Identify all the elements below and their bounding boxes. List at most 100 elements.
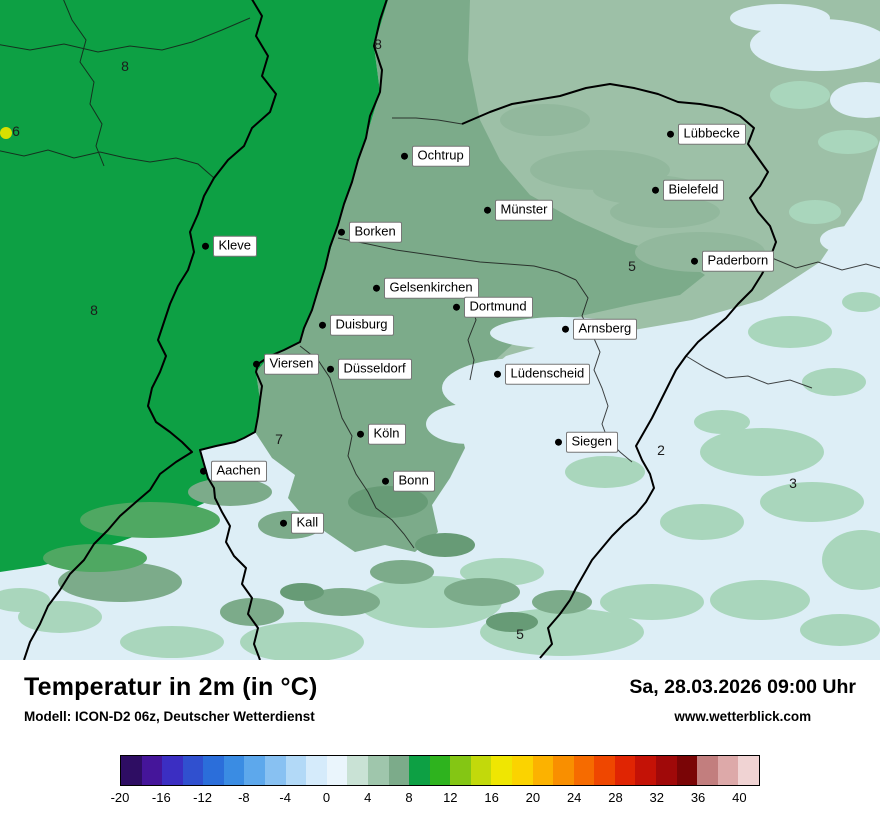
- city-label: Ochtrup: [411, 145, 470, 167]
- scale-tick-label: 0: [322, 790, 331, 805]
- city-dot-icon: [252, 360, 260, 368]
- model-info: Modell: ICON-D2 06z, Deutscher Wetterdie…: [24, 709, 315, 724]
- city-marker: Ochtrup: [400, 145, 470, 167]
- scale-color-segment: [409, 756, 430, 785]
- scale-color-segment: [594, 756, 615, 785]
- city-label: Kleve: [212, 235, 258, 257]
- city-label: Bielefeld: [662, 179, 725, 201]
- scale-tick-label: -8: [238, 790, 250, 805]
- scale-tick-label: -12: [193, 790, 212, 805]
- map-temperature-value: 6: [12, 123, 20, 139]
- city-marker: Viersen: [252, 353, 320, 375]
- city-dot-icon: [337, 228, 345, 236]
- scale-labels: -20 -16 -12 -8 -4 0 4 8 12 16 20 24 28 32 36 40: [111, 790, 760, 808]
- city-label: Lübbecke: [677, 123, 746, 145]
- scale-tick-label: 36: [690, 790, 706, 805]
- temperature-scale: -20 -16 -12 -8 -4 0 4 8 12 16 20 24 28 32 36 40: [111, 755, 760, 808]
- scale-color-segment: [141, 756, 163, 785]
- city-label: Bonn: [392, 470, 435, 492]
- scale-color-segment: [429, 756, 451, 785]
- city-marker: Arnsberg: [561, 318, 638, 340]
- city-marker: Paderborn: [690, 250, 775, 272]
- city-dot-icon: [356, 430, 364, 438]
- map-temperature-value: 5: [516, 626, 524, 642]
- map-temperature-value: 2: [657, 442, 665, 458]
- scale-tick-label: -4: [279, 790, 291, 805]
- city-dot-icon: [690, 257, 698, 265]
- scale-color-segment: [244, 756, 266, 785]
- map-temperature-value: 8: [121, 58, 129, 74]
- city-label: Viersen: [263, 353, 320, 375]
- city-marker: Düsseldorf: [326, 358, 412, 380]
- city-label: Arnsberg: [572, 318, 638, 340]
- city-label: Gelsenkirchen: [383, 277, 479, 299]
- scale-tick-label: 16: [484, 790, 499, 805]
- city-marker: Münster: [483, 199, 554, 221]
- scale-color-segment: [347, 756, 368, 785]
- scale-color-segment: [265, 756, 286, 785]
- temp-patch-group: [426, 4, 880, 444]
- city-dot-icon: [201, 242, 209, 250]
- city-marker: Lüdenscheid: [493, 363, 591, 385]
- map-temperature-value: 3: [789, 475, 797, 491]
- temp-patch-group: [58, 478, 592, 626]
- scale-color-segment: [717, 756, 739, 785]
- scale-color-segment: [738, 756, 759, 785]
- scale-tick-label: -20: [110, 790, 130, 805]
- city-label: Duisburg: [329, 314, 394, 336]
- city-label: Paderborn: [701, 250, 775, 272]
- city-dot-icon: [452, 303, 460, 311]
- scale-color-segment: [697, 756, 718, 785]
- scale-tick-label: 32: [649, 790, 664, 805]
- scale-color-segment: [223, 756, 245, 785]
- city-label: Borken: [348, 221, 402, 243]
- city-dot-icon: [400, 152, 408, 160]
- scale-tick-label: 40: [732, 790, 747, 805]
- website-label: www.wetterblick.com: [674, 709, 812, 724]
- scale-tick-label: 28: [608, 790, 623, 805]
- scale-color-segment: [182, 756, 204, 785]
- weather-map: Ochtrup Lübbecke Münster Bielefeld Borken Kle…: [0, 0, 880, 660]
- city-dot-icon: [561, 325, 569, 333]
- city-dot-icon: [493, 370, 501, 378]
- city-marker: Duisburg: [318, 314, 394, 336]
- scale-color-segment: [656, 756, 677, 785]
- scale-color-segment: [676, 756, 698, 785]
- city-marker: Bielefeld: [651, 179, 725, 201]
- scale-tick-label: 12: [443, 790, 458, 805]
- map-temperature-value: 8: [374, 36, 382, 52]
- city-marker: Siegen: [554, 431, 618, 453]
- city-label: Aachen: [210, 460, 267, 482]
- map-temperature-value: 7: [275, 431, 283, 447]
- city-label: Düsseldorf: [337, 358, 412, 380]
- scale-color-segment: [511, 756, 533, 785]
- scale-tick-label: 8: [405, 790, 413, 805]
- city-dot-icon: [483, 206, 491, 214]
- scale-color-segment: [326, 756, 348, 785]
- scale-bar: [120, 755, 760, 786]
- scale-tick-label: -16: [151, 790, 171, 805]
- city-marker: Lübbecke: [666, 123, 746, 145]
- scale-color-segment: [614, 756, 636, 785]
- city-marker: Kleve: [201, 235, 258, 257]
- city-marker: Kall: [279, 512, 325, 534]
- scale-tick-label: 20: [525, 790, 541, 805]
- map-temperature-value: 8: [90, 302, 98, 318]
- city-marker: Borken: [337, 221, 402, 243]
- city-marker: Gelsenkirchen: [372, 277, 479, 299]
- city-dot-icon: [651, 186, 659, 194]
- city-dot-icon: [554, 438, 562, 446]
- footer-right: Sa, 28.03.2026 09:00 Uhr www.wetterblick…: [629, 673, 856, 724]
- scale-color-segment: [491, 756, 512, 785]
- scale-color-segment: [285, 756, 307, 785]
- city-dot-icon: [318, 321, 326, 329]
- yellow-temp-spot: [0, 127, 12, 139]
- city-marker: Bonn: [381, 470, 435, 492]
- scale-color-segment: [635, 756, 657, 785]
- datetime-label: Sa, 28.03.2026 09:00 Uhr: [629, 676, 856, 698]
- page-title: Temperatur in 2m (in °C): [24, 673, 318, 701]
- city-dot-icon: [381, 477, 389, 485]
- footer: Temperatur in 2m (in °C) Modell: ICON-D2…: [0, 660, 880, 830]
- city-label: Lüdenscheid: [504, 363, 591, 385]
- city-label: Dortmund: [463, 296, 533, 318]
